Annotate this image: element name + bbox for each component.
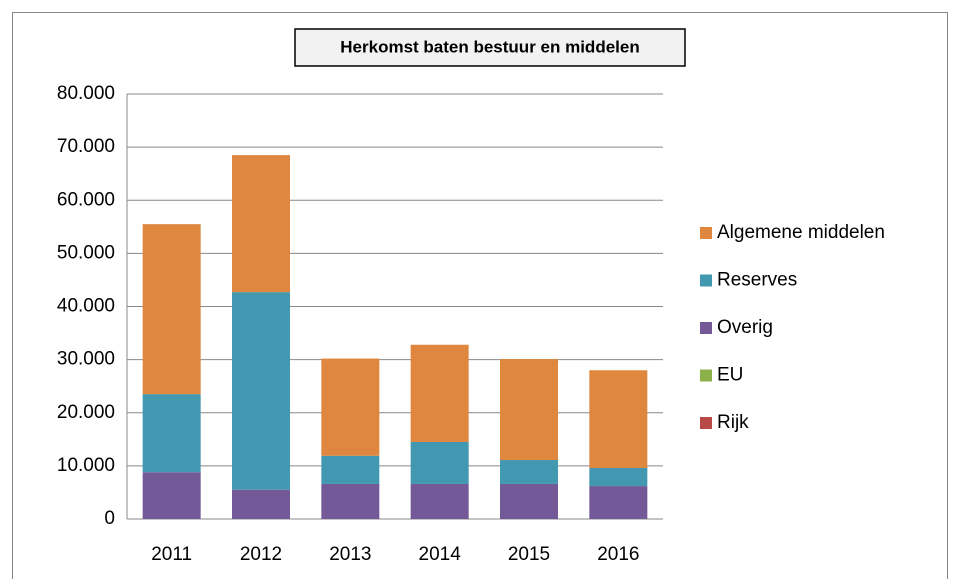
y-tick-label: 70.000 — [57, 136, 115, 157]
y-tick-label: 40.000 — [57, 296, 115, 317]
chart-title: Herkomst baten bestuur en middelen — [340, 37, 639, 56]
bar-segment — [142, 394, 201, 473]
bar-segment — [321, 455, 380, 484]
bar-segment — [142, 224, 201, 395]
y-tick-label: 20.000 — [57, 402, 115, 423]
x-tick-label: 2013 — [329, 544, 371, 565]
legend-swatch — [700, 274, 712, 287]
y-tick-label: 60.000 — [57, 189, 115, 210]
bar-segment — [410, 483, 469, 519]
y-tick-label: 80.000 — [57, 83, 115, 104]
legend-label: Rijk — [717, 412, 749, 433]
y-tick-label: 0 — [104, 508, 115, 529]
y-tick-label: 10.000 — [57, 455, 115, 476]
title-box — [294, 28, 686, 67]
bar-segment — [589, 370, 648, 468]
bar-segment — [142, 472, 201, 519]
legend-swatch — [700, 227, 712, 239]
y-tick-label: 30.000 — [57, 349, 115, 370]
bar-segment — [321, 358, 380, 456]
bar-segment — [410, 441, 469, 484]
x-tick-label: 2014 — [419, 544, 462, 565]
legend-swatch — [700, 369, 712, 382]
bar-segment — [500, 483, 558, 519]
legend-label: Overig — [717, 317, 773, 338]
bar-segment — [232, 489, 290, 519]
bar-segment — [232, 155, 290, 293]
bar-segment — [500, 460, 558, 484]
legend-swatch — [700, 322, 712, 334]
bar-segment — [410, 344, 469, 442]
x-tick-label: 2011 — [151, 544, 192, 565]
x-tick-label: 2012 — [240, 544, 282, 565]
x-tick-label: 2016 — [597, 544, 639, 565]
x-tick-label: 2015 — [508, 544, 550, 565]
bar-segment — [500, 359, 558, 461]
bar-segment — [321, 483, 380, 519]
bar-segment — [589, 486, 648, 519]
legend-label: Algemene middelen — [717, 222, 885, 243]
y-tick-label: 50.000 — [57, 242, 115, 263]
legend-label: Reserves — [717, 270, 797, 291]
legend-swatch — [700, 417, 712, 429]
bar-segment — [232, 292, 290, 490]
bar-segment — [589, 468, 648, 487]
legend-label: EU — [717, 365, 743, 386]
